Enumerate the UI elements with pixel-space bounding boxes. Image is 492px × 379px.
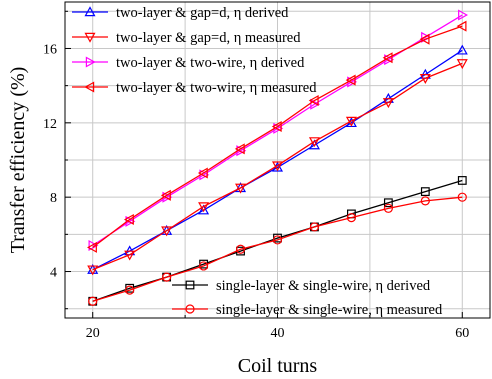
marker-circle bbox=[125, 285, 135, 295]
x-tick-label: 20 bbox=[86, 326, 100, 341]
marker-circle bbox=[383, 203, 393, 213]
marker-circle bbox=[198, 261, 209, 271]
marker-triangle-left bbox=[197, 167, 208, 179]
series-line bbox=[92, 49, 463, 271]
legend-label: two-layer & two-wire, η derived bbox=[116, 55, 305, 71]
marker-triangle-left bbox=[456, 20, 467, 32]
marker-triangle-down bbox=[345, 116, 357, 127]
marker-triangle-left bbox=[308, 94, 319, 107]
marker-triangle-right bbox=[310, 98, 321, 110]
marker-circle bbox=[272, 235, 283, 245]
marker-triangle-up bbox=[198, 204, 210, 215]
y-tick-label: 4 bbox=[50, 266, 57, 281]
series-4 bbox=[86, 20, 467, 253]
marker-triangle-left bbox=[160, 189, 171, 201]
legend-label: two-layer & two-wire, η measured bbox=[116, 80, 317, 96]
marker-square bbox=[420, 187, 430, 197]
legend-label: two-layer & gap=d, η measured bbox=[116, 30, 301, 46]
marker-triangle-up bbox=[308, 139, 320, 150]
y-axis-label: Transfer efficiency (%) bbox=[7, 67, 29, 254]
marker-triangle-left bbox=[123, 213, 134, 226]
marker-triangle-left bbox=[271, 121, 282, 133]
y-tick-label: 16 bbox=[43, 42, 57, 57]
marker-triangle-down bbox=[161, 226, 173, 237]
marker-circle bbox=[346, 213, 357, 223]
legend-label: two-layer & gap=d, η derived bbox=[116, 5, 289, 21]
marker-triangle-down bbox=[456, 59, 468, 70]
marker-triangle-left bbox=[345, 74, 356, 86]
x-axis-label: Coil turns bbox=[238, 355, 318, 377]
marker-triangle-left bbox=[234, 143, 245, 155]
marker-triangle-up bbox=[84, 6, 96, 17]
grid-lines bbox=[65, 2, 490, 318]
marker-triangle-left bbox=[419, 33, 430, 45]
marker-triangle-down bbox=[124, 250, 136, 261]
y-tick-label: 12 bbox=[43, 117, 57, 132]
marker-triangle-up bbox=[456, 44, 468, 55]
marker-triangle-down bbox=[235, 183, 247, 194]
legend-bottom: single-layer & single-wire, η derived sin… bbox=[172, 278, 443, 318]
marker-circle bbox=[162, 272, 172, 282]
series-line bbox=[92, 196, 463, 302]
series-layer bbox=[86, 9, 469, 306]
x-tick-label: 60 bbox=[455, 326, 469, 341]
marker-circle bbox=[457, 192, 467, 202]
x-tick-label: 40 bbox=[271, 326, 285, 341]
marker-triangle-left bbox=[86, 241, 97, 253]
marker-triangle-down bbox=[87, 265, 99, 276]
y-tick-label: 8 bbox=[50, 191, 57, 206]
series-2 bbox=[87, 59, 468, 276]
axis-ticks: 20 40 60 4 8 12 16 bbox=[43, 10, 469, 341]
marker-square bbox=[457, 176, 467, 185]
series-line bbox=[92, 25, 463, 248]
marker-triangle-left bbox=[382, 52, 393, 64]
series-6 bbox=[88, 192, 467, 306]
legend-top: two-layer & gap=d, η derived two-layer & … bbox=[72, 5, 317, 96]
marker-circle bbox=[309, 222, 320, 232]
marker-triangle-down bbox=[271, 161, 284, 172]
marker-triangle-down bbox=[308, 137, 320, 148]
marker-triangle-right bbox=[85, 56, 96, 68]
marker-circle bbox=[235, 244, 246, 254]
marker-triangle-down bbox=[84, 32, 96, 43]
marker-triangle-right bbox=[458, 9, 469, 21]
series-line bbox=[92, 62, 463, 271]
marker-circle bbox=[185, 304, 195, 314]
marker-triangle-down bbox=[198, 202, 210, 213]
legend-label: single-layer & single-wire, η derived bbox=[216, 278, 431, 294]
marker-square bbox=[383, 198, 393, 208]
marker-triangle-down bbox=[382, 98, 394, 109]
marker-triangle-down bbox=[419, 74, 431, 84]
marker-circle bbox=[88, 296, 98, 306]
marker-square bbox=[185, 280, 195, 290]
legend-label: single-layer & single-wire, η measured bbox=[216, 302, 443, 318]
marker-triangle-left bbox=[84, 81, 95, 93]
marker-circle bbox=[420, 196, 430, 206]
